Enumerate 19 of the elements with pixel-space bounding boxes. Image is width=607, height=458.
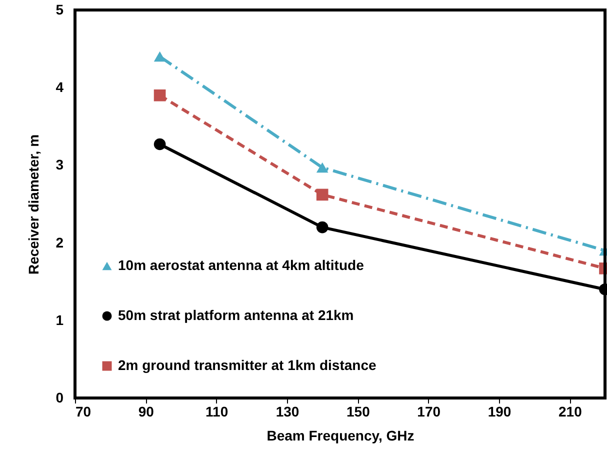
x-tick-label: 190 — [488, 404, 512, 420]
y-tick-label: 1 — [56, 312, 64, 328]
y-axis-title: Receiver diameter, m — [26, 134, 42, 275]
legend-label: 10m aerostat antenna at 4km altitude — [118, 257, 364, 273]
legend-label: 2m ground transmitter at 1km distance — [118, 357, 377, 373]
x-tick-label: 150 — [346, 404, 370, 420]
x-axis-title: Beam Frequency, GHz — [266, 428, 414, 444]
y-tick-label: 5 — [56, 2, 64, 18]
x-tick-label: 90 — [138, 404, 154, 420]
x-tick-label: 130 — [276, 404, 300, 420]
y-tick-label: 2 — [56, 234, 64, 250]
y-tick-label: 0 — [56, 390, 64, 406]
y-tick-label: 4 — [56, 79, 64, 96]
x-tick-label: 170 — [417, 404, 441, 420]
y-tick-label: 3 — [56, 156, 64, 173]
legend-label: 50m strat platform antenna at 21km — [118, 307, 354, 323]
x-tick-label: 210 — [558, 404, 582, 420]
x-tick-label: 70 — [76, 404, 92, 420]
x-tick-label: 110 — [206, 404, 228, 420]
